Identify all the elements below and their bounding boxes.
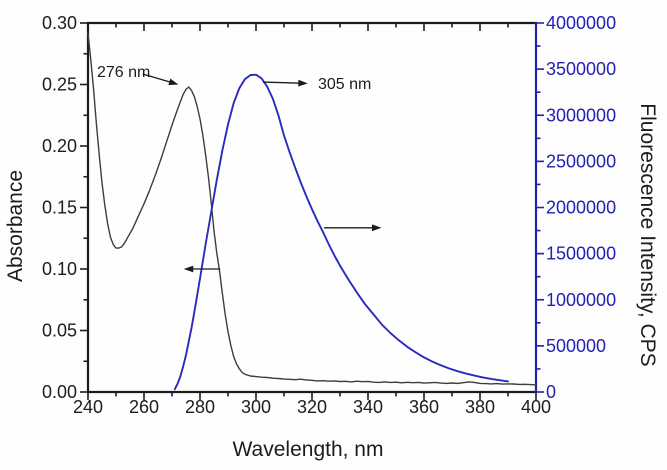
fluorescence-intensity-curve [173,73,509,391]
y-right-tick-label: 2000000 [546,198,616,218]
x-tick-label: 240 [73,397,103,417]
x-tick-label: 380 [465,397,495,417]
y-left-tick-label: 0.20 [42,136,77,156]
axes-frame [86,21,538,394]
x-tick-label: 400 [521,397,551,417]
y-left-tick-label: 0.25 [42,75,77,95]
y-right-tick-label: 500000 [546,336,606,356]
left-axis-ticks [80,22,88,393]
x-tick-label: 320 [297,397,327,417]
y-right-tick-label: 2500000 [546,151,616,171]
y-right-tick-label: 4000000 [546,13,616,33]
y-left-tick-label: 0.15 [42,198,77,218]
annotation-fluorescence-peak-305nm: 305 nm [318,76,371,93]
plot-layer: 240 260 280 300 320 340 360 380 4000.000.050.100… [42,13,616,417]
y-left-tick-label: 0.05 [42,321,77,341]
right-tick-labels: 0 500000 1000000 1500000 2000000 2500000 30000… [546,13,616,402]
x-tick-label: 260 [129,397,159,417]
annotation-arrows [142,73,382,273]
x-axis-title: Wavelength, nm [233,438,384,461]
x-tick-label: 360 [409,397,439,417]
absorbance-curve [87,32,537,386]
y-right-tick-label: 0 [546,382,556,402]
y-left-tick-label: 0.30 [42,13,77,33]
x-tick-labels: 240 260 280 300 320 340 360 380 400 [73,397,551,417]
y-right-tick-label: 1500000 [546,244,616,264]
absorbance-curve [87,32,537,386]
left-tick-labels: 0.00 0.05 0.10 0.15 0.20 0.25 0.30 [42,13,77,402]
fluorescence-intensity-curve [173,73,509,391]
right-axis-ticks [536,22,544,393]
x-tick-label: 300 [241,397,271,417]
y-right-axis-title: Fluorescence Intensity, CPS [636,103,659,366]
y-right-tick-label: 3000000 [546,105,616,125]
annotation-absorbance-peak-276nm: 276 nm [97,64,150,81]
y-right-tick-label: 1000000 [546,290,616,310]
x-tick-label: 340 [353,397,383,417]
y-left-tick-label: 0.00 [42,382,77,402]
x-tick-label: 280 [185,397,215,417]
y-left-tick-label: 0.10 [42,259,77,279]
y-right-tick-label: 3500000 [546,59,616,79]
y-left-axis-title: Absorbance [4,170,27,282]
